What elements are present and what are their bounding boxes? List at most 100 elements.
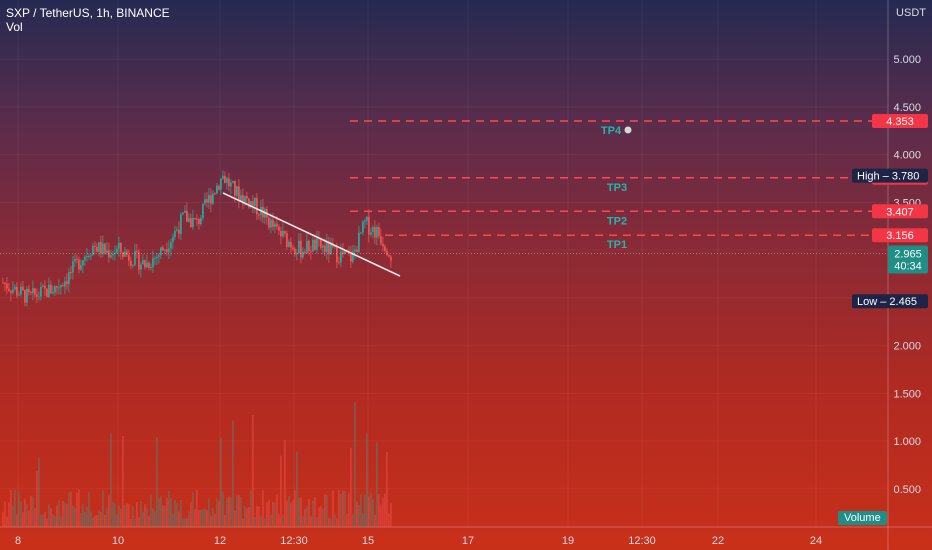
volume-bar [296,451,298,527]
volume-bar [122,436,124,527]
volume-bar [292,500,294,527]
candle-body [192,218,194,228]
candle-body [58,287,60,289]
volume-bar [338,489,340,527]
volume-bar [98,510,100,527]
volume-bar [54,515,56,527]
volume-bar [18,491,20,527]
volume-bar [204,508,206,527]
candle-body [162,247,164,251]
candle-body [142,260,144,265]
candle-body [62,285,64,287]
candle-body [276,223,278,227]
candle-body [340,251,342,263]
candle-body [284,230,286,234]
candle-body [378,227,380,237]
volume-bar [44,512,46,527]
volume-bar [156,437,158,527]
candle-body [120,242,122,253]
chart-legend: SXP / TetherUS, 1h, BINANCE Vol [6,6,170,34]
stat-tag-high [852,168,928,183]
volume-bar [342,490,344,527]
target-price-tag [872,113,928,128]
volume-bar [74,507,76,527]
volume-bar [386,451,388,527]
candle-body [44,285,46,289]
volume-tag: Volume [838,511,887,525]
candle-body [382,243,384,247]
candle-body [84,256,86,261]
volume-bar [212,508,214,527]
volume-bar [174,500,176,527]
candle-body [390,256,392,261]
candle-body [282,230,284,237]
candle-body [238,186,240,202]
volume-bar [28,511,30,527]
volume-indicator-label[interactable]: Vol [6,20,23,34]
volume-bar [110,433,112,527]
candle-body [126,251,128,255]
price-axis-tick: 0.500 [893,484,921,496]
volume-bar [164,505,166,527]
volume-bar [170,498,172,527]
price-axis-tick: 1.500 [893,388,921,400]
candle-body [174,230,176,237]
candle-body [146,262,148,268]
volume-bar [56,505,58,527]
candle-body [92,245,94,256]
volume-bar [330,518,332,527]
target-label-tp1: TP1 [607,239,627,251]
candle-body [72,261,74,273]
volume-bar [90,511,92,527]
volume-bar [334,514,336,527]
volume-bar [46,518,48,527]
candle-body [258,214,260,216]
target-price-tag-text: 3.407 [886,206,914,218]
volume-bar [14,489,16,527]
volume-bar [130,518,132,527]
candle-body [304,251,306,254]
volume-bar [128,504,130,527]
candle-body [52,292,54,294]
candle-body [312,239,314,252]
candle-body [328,241,330,255]
volume-bar [118,505,120,527]
volume-bar [230,497,232,527]
volume-bar [84,512,86,527]
candle-body [24,289,26,303]
volume-bar [48,504,50,527]
volume-bar [288,495,290,527]
volume-bar [190,502,192,527]
symbol-title[interactable]: SXP / TetherUS, 1h, BINANCE [6,6,170,20]
candle-body [194,218,196,220]
candle-body [180,214,182,234]
candle-body [4,282,6,284]
candle-body [254,197,256,206]
volume-bar [378,494,380,527]
candle-body [206,199,208,203]
volume-bar [66,504,68,527]
volume-bar [356,501,358,527]
candle-body [212,193,214,204]
candle-body [98,242,100,252]
volume-bar [38,458,40,527]
volume-bar [206,510,208,527]
volume-bar [324,494,326,527]
volume-bar [208,498,210,527]
volume-bar [88,492,90,527]
candle-body [318,238,320,240]
candle-body [188,218,190,222]
candle-body [128,254,130,261]
volume-bar [214,513,216,527]
volume-bar [10,489,12,527]
volume-bar [150,494,152,527]
candle-body [108,250,110,258]
candle-body [16,286,18,296]
volume-bar [228,496,230,527]
candle-body [240,195,242,202]
stat-tag-low [852,294,928,309]
candle-body [354,249,356,252]
candle-body [134,251,136,265]
